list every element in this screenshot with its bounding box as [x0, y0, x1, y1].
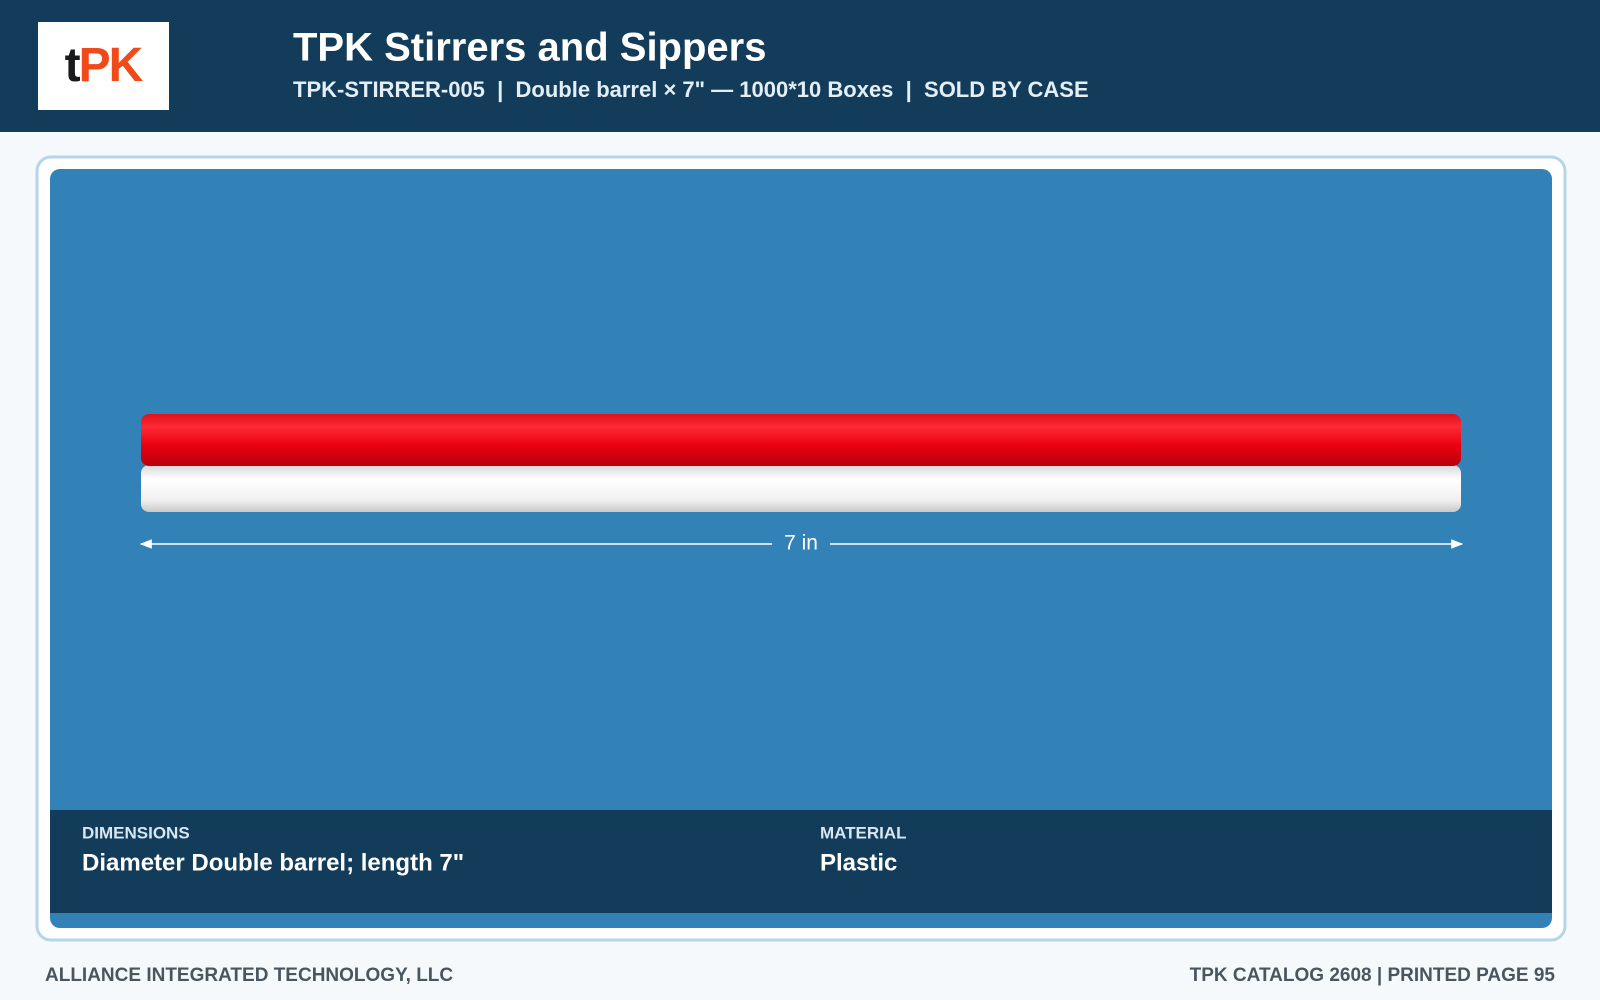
header-bar [0, 0, 1600, 132]
spec-value: Plastic [820, 849, 897, 876]
subtitle: TPK-STIRRER-005 | Double barrel × 7" — 1… [293, 77, 1089, 102]
title: TPK Stirrers and Sippers [293, 26, 766, 70]
logo-prefix: t [65, 39, 81, 92]
logo-box [38, 22, 169, 110]
footer-left: ALLIANCE INTEGRATED TECHNOLOGY, LLC [45, 965, 453, 986]
spec-label: MATERIAL [820, 823, 907, 842]
spec-label: DIMENSIONS [82, 823, 190, 842]
logo: tPK [65, 39, 144, 92]
spec-panel [50, 810, 1552, 913]
red-straw [141, 414, 1461, 466]
logo-main: PK [79, 39, 144, 92]
dimension-label: 7 in [784, 532, 818, 555]
image-area [50, 169, 1552, 928]
footer-right: TPK CATALOG 2608 | PRINTED PAGE 95 [1190, 965, 1556, 986]
spec-value: Diameter Double barrel; length 7" [82, 849, 464, 876]
white-straw [141, 465, 1461, 512]
